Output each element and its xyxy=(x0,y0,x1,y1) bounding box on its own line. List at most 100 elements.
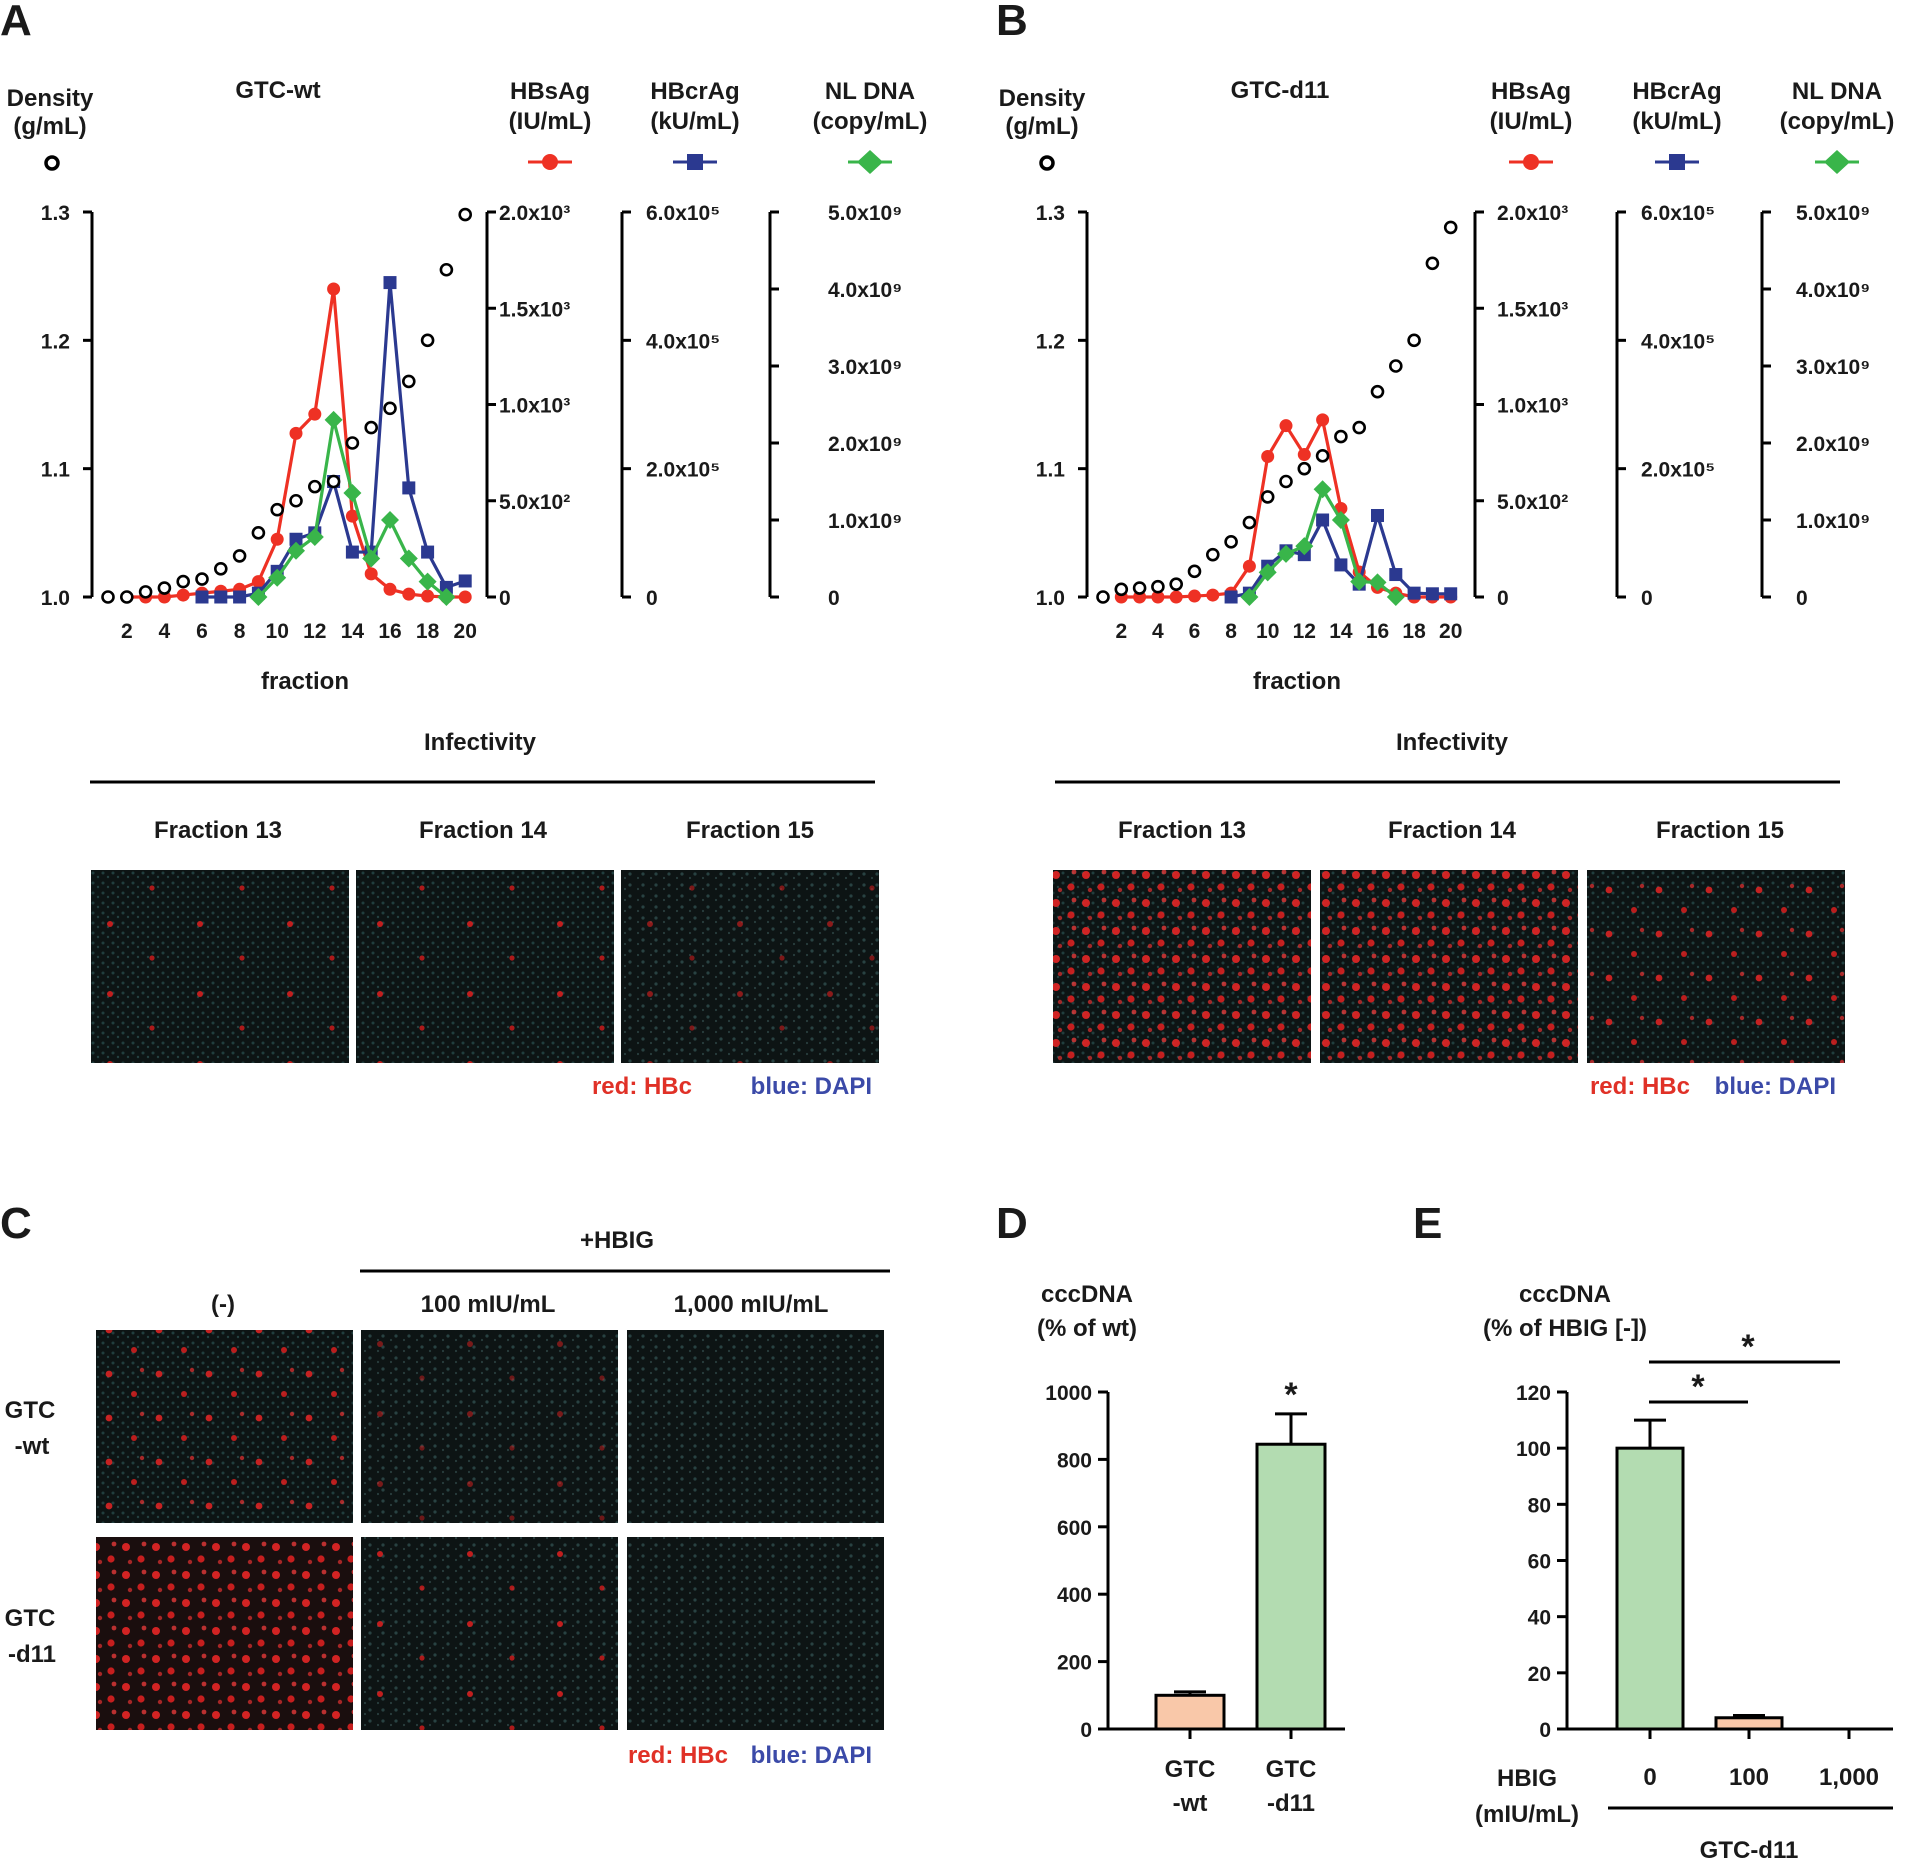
axis-tick-label: 3.0x10⁹ xyxy=(1796,356,1870,379)
panel-b-hbsag-legend xyxy=(1509,154,1553,170)
data-point-hbsag xyxy=(458,590,472,604)
panel-e-group-label: GTC-d11 xyxy=(1700,1837,1799,1860)
data-point-nl-dna xyxy=(268,568,287,587)
data-point-hbcrag xyxy=(1316,513,1330,527)
density-tick-label: 1.1 xyxy=(1036,459,1066,482)
data-point-density xyxy=(401,374,416,389)
data-point-hbcrag xyxy=(383,276,397,290)
axis-tick-label: 1.5x10³ xyxy=(1497,298,1568,321)
panel-c-micrograph-d11-none xyxy=(96,1537,353,1730)
panel-b-density-label-2: (g/mL) xyxy=(1005,113,1078,140)
panel-b-nldna-unit: (copy/mL) xyxy=(1780,108,1895,135)
data-point-density xyxy=(1443,220,1458,235)
axis-tick-label: 0 xyxy=(1497,587,1509,610)
panel-b-fraction-15-label: Fraction 15 xyxy=(1656,817,1784,844)
data-point-density xyxy=(1206,547,1220,562)
data-point-density xyxy=(270,502,285,517)
y-tick-label: 400 xyxy=(1057,1584,1092,1607)
panel-a-hbcrag-label: HBcrAg xyxy=(650,78,739,105)
data-point-nl-dna xyxy=(399,549,418,568)
panel-c-letter: C xyxy=(0,1199,32,1248)
data-point-density xyxy=(120,590,134,604)
axis-tick-label: 1.5x10³ xyxy=(499,298,570,321)
density-tick-label: 1.1 xyxy=(41,459,71,482)
data-point-density xyxy=(101,590,115,604)
data-point-hbsag xyxy=(270,532,284,546)
fraction-tick-label: 8 xyxy=(1225,620,1237,643)
panel-d-ylabel-2: (% of wt) xyxy=(1037,1315,1137,1342)
panel-d-letter: D xyxy=(996,1199,1028,1248)
axis-tick-label: 4.0x10⁵ xyxy=(1641,330,1715,353)
data-point-density xyxy=(326,474,341,489)
density-tick-label: 1.0 xyxy=(1036,587,1065,610)
axis-tick-label: 0 xyxy=(499,587,511,610)
panel-a-micrograph-fraction-13 xyxy=(91,870,349,1063)
data-point-hbcrag xyxy=(421,545,435,559)
data-point-density xyxy=(1187,564,1202,579)
axis-tick-label: 0 xyxy=(1641,587,1653,610)
panel-b-fraction-13-label: Fraction 13 xyxy=(1118,817,1246,844)
data-point-hbcrag xyxy=(1444,587,1458,601)
data-point-hbcrag xyxy=(1425,587,1439,601)
data-point-density xyxy=(157,581,172,595)
axis-tick-label: 1.0x10³ xyxy=(499,395,570,418)
panel-c-micrograph-wt-none xyxy=(96,1330,353,1523)
data-point-density xyxy=(1425,256,1440,271)
data-point-hbcrag xyxy=(195,590,209,604)
density-tick-label: 1.0 xyxy=(41,587,70,610)
y-tick-label: 60 xyxy=(1528,1551,1551,1574)
panel-a-hbsag-label: HBsAg xyxy=(510,78,590,105)
data-point-hbsag xyxy=(345,509,359,523)
axis-tick-label: 4.0x10⁹ xyxy=(828,279,902,302)
data-point-hbsag xyxy=(1261,449,1275,463)
data-point-density xyxy=(1096,590,1110,604)
panel-c-row-wt-2: -wt xyxy=(15,1433,50,1460)
data-point-density xyxy=(1132,581,1147,595)
panel-b-micrograph-fraction-13 xyxy=(1053,870,1311,1063)
data-point-nl-dna xyxy=(324,410,343,429)
fraction-tick-label: 16 xyxy=(378,620,401,643)
y-tick-label: 0 xyxy=(1539,1719,1551,1742)
category-label: 0 xyxy=(1643,1764,1656,1791)
fraction-tick-label: 18 xyxy=(416,620,440,643)
panel-c-micrograph-wt-1000 xyxy=(627,1330,884,1523)
data-point-nl-dna xyxy=(1368,573,1387,592)
data-point-hbcrag xyxy=(439,580,453,594)
panel-a-fraction-13-label: Fraction 13 xyxy=(154,817,282,844)
panel-e-ylabel-1: cccDNA xyxy=(1519,1281,1611,1308)
data-point-hbsag xyxy=(1316,413,1330,427)
data-point-hbcrag xyxy=(1389,568,1403,582)
panel-d-bar-chart: 0 200 400 600 800 1000 GTC -wt GTC -d11 * xyxy=(1045,1376,1345,1817)
data-point-density xyxy=(1169,577,1183,591)
data-point-hbsag xyxy=(402,587,416,601)
panel-c-row-d11-1: GTC xyxy=(5,1605,56,1632)
panel-a-density-label-2: (g/mL) xyxy=(13,113,86,140)
panel-a-density-legend-marker xyxy=(44,155,60,171)
axis-tick-label: 2.0x10³ xyxy=(499,202,570,225)
fraction-tick-label: 14 xyxy=(1329,620,1353,643)
data-point-nl-dna xyxy=(362,549,381,568)
panel-a-fraction-15-label: Fraction 15 xyxy=(686,817,814,844)
data-point-density xyxy=(1260,490,1275,504)
axis-tick-label: 2.0x10⁵ xyxy=(646,459,720,482)
data-point-hbcrag xyxy=(1224,590,1238,604)
y-tick-label: 80 xyxy=(1528,1494,1551,1517)
panel-b-hbsag-unit: (IU/mL) xyxy=(1490,108,1573,135)
data-point-hbsag xyxy=(1297,448,1311,462)
panel-b-legend-blue: blue: DAPI xyxy=(1715,1073,1836,1100)
y-tick-label: 1000 xyxy=(1045,1382,1092,1405)
panel-c-micrograph-d11-100 xyxy=(361,1537,618,1730)
data-point-density xyxy=(1279,474,1293,489)
panel-a-title: GTC-wt xyxy=(235,77,320,104)
data-point-density xyxy=(420,333,435,348)
panel-a-hbcrag-unit: (kU/mL) xyxy=(650,108,739,135)
y-tick-label: 120 xyxy=(1516,1382,1551,1405)
panel-a-micrograph-fraction-14 xyxy=(356,870,614,1063)
data-point-hbcrag xyxy=(345,545,359,559)
data-point-hbsag xyxy=(1279,419,1293,433)
panel-a-micrograph-fraction-15 xyxy=(621,870,879,1063)
data-point-hbsag xyxy=(289,426,303,440)
data-point-density xyxy=(1407,333,1421,348)
data-point-density xyxy=(214,561,228,576)
panel-c-col-none: (-) xyxy=(211,1291,235,1318)
